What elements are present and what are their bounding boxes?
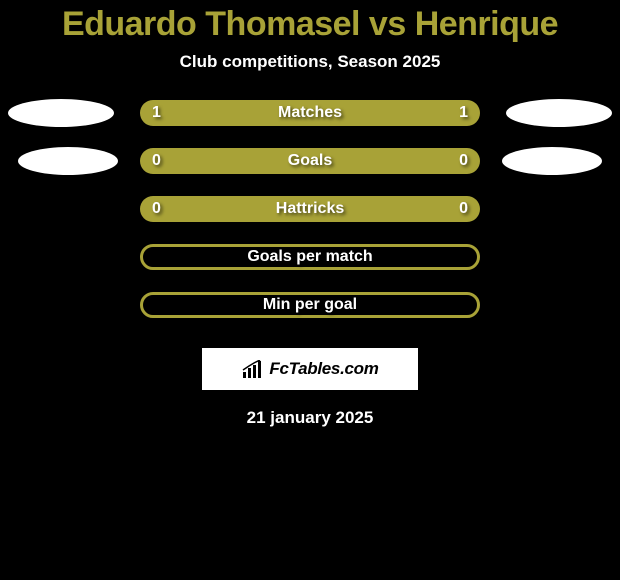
stat-label: Hattricks [276, 200, 344, 218]
stat-bar-goals-per-match: Goals per match [140, 244, 480, 270]
main-container: Eduardo Thomasel vs Henrique Club compet… [0, 0, 620, 428]
page-subtitle: Club competitions, Season 2025 [180, 52, 441, 72]
date-label: 21 january 2025 [247, 408, 374, 428]
stat-row-matches: 1 Matches 1 [0, 100, 620, 126]
stat-left-value: 1 [152, 104, 161, 122]
stat-row-gpm: Goals per match [0, 244, 620, 270]
stat-label: Matches [278, 104, 342, 122]
stat-row-mpg: Min per goal [0, 292, 620, 318]
stat-right-value: 1 [459, 104, 468, 122]
player-right-ellipse [502, 147, 602, 175]
logo-box[interactable]: FcTables.com [202, 348, 418, 390]
stat-bar-matches: 1 Matches 1 [140, 100, 480, 126]
stat-label: Goals per match [247, 248, 372, 266]
stat-right-value: 0 [459, 200, 468, 218]
stat-left-value: 0 [152, 152, 161, 170]
player-left-ellipse [18, 147, 118, 175]
stat-left-value: 0 [152, 200, 161, 218]
stat-row-goals: 0 Goals 0 [0, 148, 620, 174]
stat-bar-goals: 0 Goals 0 [140, 148, 480, 174]
stat-bar-min-per-goal: Min per goal [140, 292, 480, 318]
logo-text: FcTables.com [269, 359, 378, 379]
stat-right-value: 0 [459, 152, 468, 170]
stat-label: Goals [288, 152, 332, 170]
stat-label: Min per goal [263, 296, 357, 314]
player-right-ellipse [506, 99, 612, 127]
player-left-ellipse [8, 99, 114, 127]
page-title: Eduardo Thomasel vs Henrique [62, 5, 558, 44]
stat-row-hattricks: 0 Hattricks 0 [0, 196, 620, 222]
chart-icon [241, 360, 263, 378]
stat-bar-hattricks: 0 Hattricks 0 [140, 196, 480, 222]
